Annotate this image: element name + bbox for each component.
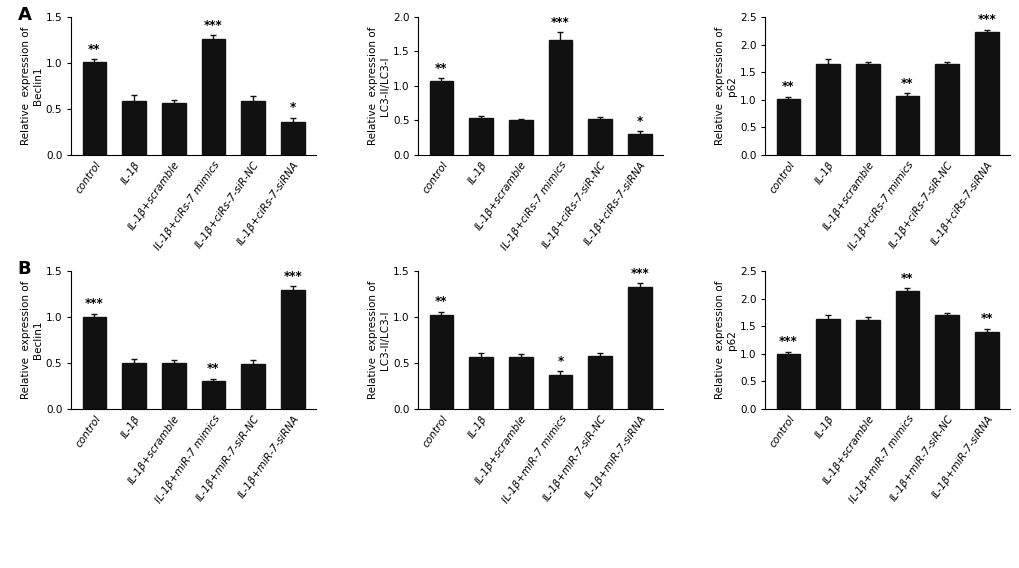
Y-axis label: Relative  expression of
Beclin1: Relative expression of Beclin1 bbox=[21, 27, 43, 145]
Bar bbox=[815, 319, 840, 409]
Bar bbox=[122, 363, 146, 409]
Bar bbox=[202, 39, 225, 154]
Bar bbox=[508, 120, 532, 154]
Text: **: ** bbox=[979, 312, 993, 325]
Text: **: ** bbox=[207, 362, 219, 375]
Bar bbox=[934, 315, 958, 409]
Bar bbox=[974, 332, 998, 409]
Y-axis label: Relative  expression of
p62: Relative expression of p62 bbox=[714, 27, 737, 145]
Text: ***: *** bbox=[630, 267, 648, 280]
Y-axis label: Relative  expression of
LC3-II/LC3-I: Relative expression of LC3-II/LC3-I bbox=[368, 281, 389, 399]
Bar bbox=[628, 134, 651, 154]
Text: **: ** bbox=[782, 80, 794, 93]
Bar bbox=[83, 318, 106, 409]
Text: *: * bbox=[289, 102, 296, 114]
Bar bbox=[548, 375, 572, 409]
Bar bbox=[240, 364, 265, 409]
Text: ***: *** bbox=[204, 19, 222, 32]
Bar bbox=[469, 118, 492, 154]
Bar bbox=[815, 64, 840, 154]
Bar bbox=[162, 103, 185, 154]
Text: A: A bbox=[17, 6, 32, 24]
Bar bbox=[855, 320, 878, 409]
Bar bbox=[588, 356, 611, 409]
Bar bbox=[280, 290, 305, 409]
Bar bbox=[202, 382, 225, 409]
Text: **: ** bbox=[901, 77, 913, 90]
Text: ***: *** bbox=[779, 335, 797, 348]
Bar bbox=[240, 101, 265, 154]
Bar bbox=[775, 354, 800, 409]
Text: ***: *** bbox=[550, 16, 570, 29]
Text: **: ** bbox=[88, 43, 101, 56]
Text: **: ** bbox=[435, 62, 447, 75]
Y-axis label: Relative  expression of
Beclin1: Relative expression of Beclin1 bbox=[21, 281, 43, 399]
Bar bbox=[934, 64, 958, 154]
Bar bbox=[895, 96, 918, 154]
Text: B: B bbox=[17, 261, 32, 278]
Bar bbox=[855, 64, 878, 154]
Bar bbox=[429, 81, 452, 154]
Text: *: * bbox=[556, 355, 564, 368]
Bar bbox=[280, 123, 305, 154]
Bar bbox=[775, 99, 800, 154]
Bar bbox=[895, 291, 918, 409]
Bar bbox=[628, 287, 651, 409]
Bar bbox=[974, 32, 998, 154]
Text: ***: *** bbox=[976, 13, 996, 26]
Text: *: * bbox=[636, 115, 642, 128]
Text: ***: *** bbox=[85, 297, 104, 310]
Text: ***: *** bbox=[283, 270, 302, 283]
Text: **: ** bbox=[901, 272, 913, 285]
Bar bbox=[83, 62, 106, 154]
Text: **: ** bbox=[435, 295, 447, 308]
Y-axis label: Relative  expression of
LC3-II/LC3-I: Relative expression of LC3-II/LC3-I bbox=[368, 27, 389, 145]
Bar bbox=[548, 40, 572, 154]
Bar bbox=[122, 101, 146, 154]
Y-axis label: Relative  expression of
p62: Relative expression of p62 bbox=[714, 281, 737, 399]
Bar bbox=[508, 357, 532, 409]
Bar bbox=[469, 357, 492, 409]
Bar bbox=[162, 363, 185, 409]
Bar bbox=[588, 119, 611, 154]
Bar bbox=[429, 315, 452, 409]
